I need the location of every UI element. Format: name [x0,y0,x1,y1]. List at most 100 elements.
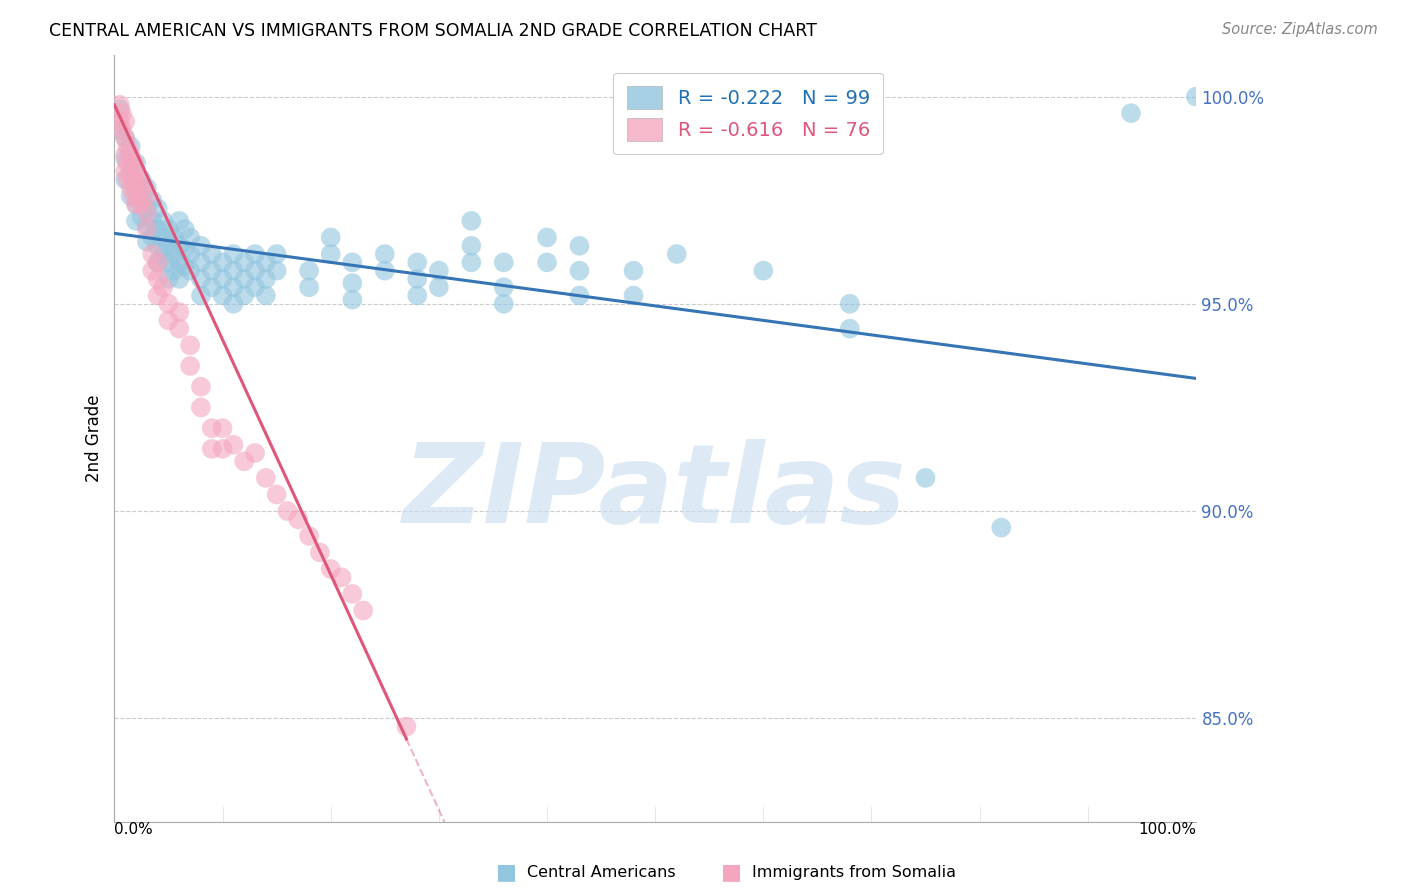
Point [135,180,157,194]
Point [222,438,245,452]
Point [179,338,201,352]
Point [152,280,174,294]
Point [568,263,591,277]
Point [157,239,180,253]
Point [131,197,153,211]
Point [122,189,145,203]
Text: Central Americans: Central Americans [527,865,676,880]
Point [233,272,256,286]
Point [141,193,163,207]
Point [179,263,201,277]
Point [146,202,169,216]
Point [374,247,396,261]
Point [914,471,936,485]
Point [342,276,364,290]
Point [114,172,136,186]
Point [125,180,148,194]
Point [114,164,136,178]
Point [254,255,277,269]
Point [492,255,515,269]
Point [114,152,136,166]
Point [173,243,195,257]
Point [342,255,364,269]
Point [163,263,186,277]
Point [173,260,195,274]
Point [298,280,321,294]
Point [146,239,169,253]
Point [127,172,149,186]
Text: ■: ■ [496,863,516,882]
Point [125,197,148,211]
Point [222,280,245,294]
Point [460,239,482,253]
Point [222,297,245,311]
Point [623,263,645,277]
Point [330,570,353,584]
Point [309,545,332,559]
Text: ■: ■ [721,863,741,882]
Point [135,222,157,236]
Point [157,313,180,327]
Point [352,603,374,617]
Point [406,255,429,269]
Point [169,272,191,286]
Point [201,280,224,294]
Point [536,230,558,244]
Point [141,263,163,277]
Point [108,122,131,136]
Point [125,180,148,194]
Point [665,247,688,261]
Point [1185,89,1208,103]
Point [254,471,277,485]
Point [120,189,142,203]
Point [141,247,163,261]
Text: ZIPatlas: ZIPatlas [404,439,907,546]
Point [374,263,396,277]
Point [120,139,142,153]
Point [266,247,288,261]
Point [131,210,153,224]
Legend: R = -0.222   N = 99, R = -0.616   N = 76: R = -0.222 N = 99, R = -0.616 N = 76 [613,72,883,154]
Point [276,504,298,518]
Point [243,247,266,261]
Point [211,421,233,435]
Point [190,288,212,302]
Point [169,321,191,335]
Point [131,193,153,207]
Point [568,288,591,302]
Point [838,321,860,335]
Point [117,156,139,170]
Point [125,156,148,170]
Point [266,487,288,501]
Point [169,255,191,269]
Point [111,122,134,136]
Point [117,172,139,186]
Point [179,359,201,373]
Point [427,280,450,294]
Point [114,131,136,145]
Point [406,272,429,286]
Point [623,288,645,302]
Point [122,172,145,186]
Point [287,512,309,526]
Point [152,230,174,244]
Point [179,247,201,261]
Point [120,147,142,161]
Point [141,214,163,228]
Point [108,102,131,116]
Point [243,263,266,277]
Point [114,114,136,128]
Point [141,230,163,244]
Point [254,288,277,302]
Point [838,297,860,311]
Point [243,446,266,460]
Point [120,164,142,178]
Text: 100.0%: 100.0% [1137,822,1197,837]
Point [157,297,180,311]
Point [319,562,342,576]
Point [114,131,136,145]
Point [146,272,169,286]
Point [492,297,515,311]
Point [163,247,186,261]
Point [460,214,482,228]
